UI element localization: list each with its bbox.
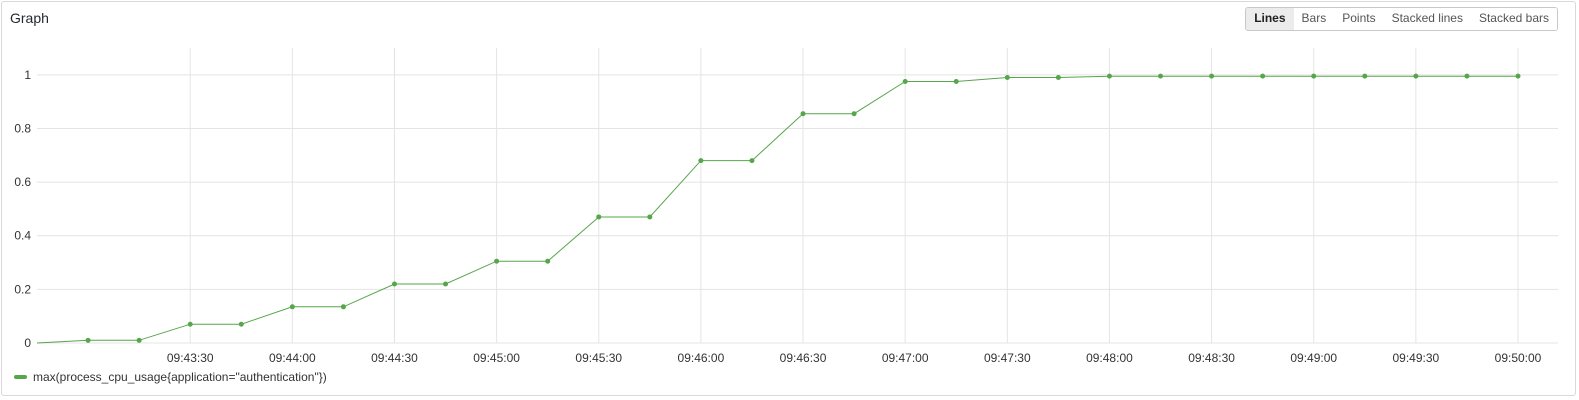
- chart-legend[interactable]: max(process_cpu_usage{application="authe…: [14, 370, 327, 384]
- x-tick-label: 09:45:00: [473, 351, 520, 365]
- data-point: [749, 158, 755, 164]
- x-tick-label: 09:46:00: [678, 351, 725, 365]
- data-point: [391, 281, 397, 287]
- data-point: [545, 258, 551, 264]
- data-point: [1209, 73, 1215, 79]
- y-tick-label: 0.6: [14, 175, 31, 189]
- series-line: [36, 75, 1518, 344]
- data-point: [1260, 73, 1266, 79]
- data-point: [851, 111, 857, 117]
- data-point: [1464, 73, 1470, 79]
- x-tick-label: 09:47:00: [882, 351, 929, 365]
- data-point: [596, 214, 602, 220]
- data-point: [136, 337, 142, 343]
- x-tick-label: 09:48:30: [1188, 351, 1235, 365]
- chart-type-toggle: Lines Bars Points Stacked lines Stacked …: [1245, 7, 1558, 31]
- data-point: [800, 111, 806, 117]
- chart-type-lines-button[interactable]: Lines: [1246, 8, 1294, 30]
- chart-type-bars-button[interactable]: Bars: [1293, 8, 1335, 30]
- data-point: [1004, 75, 1010, 80]
- y-tick-label: 0: [24, 336, 31, 350]
- line-chart[interactable]: 0 0.2 0.4 0.6 0.8 1 09:43:30 09:44:00 09:44:30 09…: [0, 0, 1579, 370]
- x-tick-label: 09:44:00: [269, 351, 316, 365]
- data-point: [1413, 73, 1419, 79]
- data-point: [647, 214, 653, 220]
- data-point: [443, 281, 449, 287]
- chart-type-stacked-lines-button[interactable]: Stacked lines: [1383, 8, 1471, 30]
- panel-title: Graph: [10, 10, 49, 26]
- x-tick-label: 09:47:30: [984, 351, 1031, 365]
- legend-series-label: max(process_cpu_usage{application="authe…: [33, 370, 327, 384]
- y-tick-label: 0.2: [14, 282, 31, 296]
- x-tick-label: 09:49:00: [1290, 351, 1337, 365]
- x-tick-label: 09:43:30: [167, 351, 214, 365]
- data-point: [187, 321, 193, 327]
- chart-type-points-button[interactable]: Points: [1334, 8, 1384, 30]
- data-point: [238, 321, 244, 327]
- data-point: [1158, 73, 1164, 79]
- data-point: [698, 158, 704, 164]
- data-point: [1106, 73, 1112, 79]
- y-tick-label: 0.8: [14, 121, 31, 135]
- x-tick-label: 09:44:30: [371, 351, 418, 365]
- legend-swatch: [14, 375, 27, 379]
- x-tick-label: 09:50:00: [1495, 351, 1542, 365]
- x-tick-label: 09:48:00: [1086, 351, 1133, 365]
- data-point: [494, 258, 500, 264]
- data-point: [289, 304, 295, 310]
- data-point: [1515, 73, 1521, 79]
- y-tick-label: 0.4: [14, 229, 31, 243]
- data-point: [1311, 73, 1317, 79]
- data-point: [85, 337, 91, 343]
- y-tick-label: 1: [24, 68, 31, 82]
- x-tick-label: 09:46:30: [780, 351, 827, 365]
- chart-type-stacked-bars-button[interactable]: Stacked bars: [1470, 8, 1557, 30]
- data-point: [1362, 73, 1368, 79]
- data-point: [953, 79, 959, 85]
- x-tick-label: 09:49:30: [1393, 351, 1440, 365]
- data-point: [340, 304, 346, 310]
- x-tick-label: 09:45:30: [575, 351, 622, 365]
- data-point: [902, 79, 908, 85]
- data-point: [1055, 75, 1061, 80]
